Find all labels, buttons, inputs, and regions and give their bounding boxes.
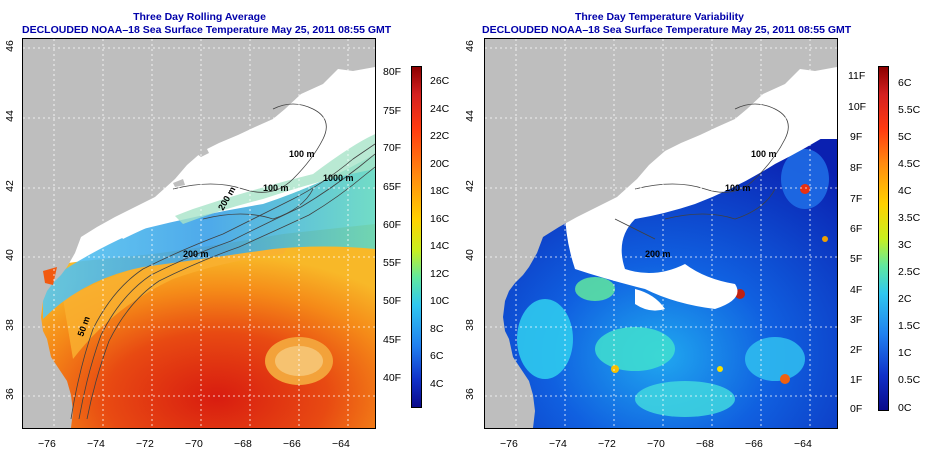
cbar-label-c: 2.5C	[898, 266, 921, 278]
cbar-label-f: 65F	[383, 181, 402, 193]
cbar-label-c: 22C	[430, 130, 450, 142]
cbar-label-c: 3.5C	[898, 212, 921, 224]
cbar-label-c: 1C	[898, 347, 912, 359]
cbar-label-c: 5C	[898, 131, 912, 143]
cbar-label-f: 10F	[848, 101, 867, 113]
x-tick: −68	[234, 438, 252, 450]
panel2-colorbar	[878, 66, 889, 411]
cbar-label-c: 0.5C	[898, 374, 921, 386]
y-tick: 38	[463, 319, 476, 331]
cbar-label-c: 20C	[430, 158, 450, 170]
cbar-label-f: 55F	[383, 257, 402, 269]
cbar-label-f: 40F	[383, 372, 402, 384]
x-tick: −68	[696, 438, 714, 450]
cbar-label-f: 5F	[850, 253, 863, 265]
cbar-label-f: 1F	[850, 374, 863, 386]
y-tick: 44	[463, 110, 476, 122]
cbar-label-f: 2F	[850, 344, 863, 356]
cbar-label-c: 24C	[430, 103, 450, 115]
cbar-label-c: 4C	[430, 378, 444, 390]
panel2-variability-map: 100 m 100 m 200 m	[484, 38, 838, 429]
panel2-subtitle: DECLOUDED NOAA–18 Sea Surface Temperatur…	[482, 24, 852, 36]
y-tick: 44	[3, 110, 16, 122]
cbar-label-f: 8F	[850, 162, 863, 174]
x-tick: −64	[332, 438, 350, 450]
y-tick: 40	[463, 249, 476, 261]
y-tick: 42	[3, 180, 16, 192]
panel1-colorbar	[411, 66, 422, 408]
y-tick: 40	[3, 249, 16, 261]
y-tick: 42	[463, 180, 476, 192]
x-tick: −74	[87, 438, 105, 450]
y-tick: 46	[3, 40, 16, 52]
cbar-label-c: 0C	[898, 402, 912, 414]
cbar-label-f: 3F	[850, 314, 863, 326]
panel1-title: Three Day Rolling Average	[133, 11, 266, 23]
cbar-label-c: 10C	[430, 295, 450, 307]
y-tick: 46	[463, 40, 476, 52]
cbar-label-c: 6C	[430, 350, 444, 362]
cbar-label-f: 9F	[850, 131, 863, 143]
cbar-label-f: 75F	[383, 105, 402, 117]
x-tick: −72	[136, 438, 154, 450]
y-tick: 36	[463, 388, 476, 400]
cbar-label-f: 11F	[848, 70, 866, 82]
cbar-label-c: 4C	[898, 185, 912, 197]
cbar-label-c: 6C	[898, 77, 912, 89]
x-tick: −64	[794, 438, 812, 450]
panel1-subtitle: DECLOUDED NOAA–18 Sea Surface Temperatur…	[22, 24, 392, 36]
cbar-label-f: 80F	[383, 66, 402, 78]
cbar-label-f: 0F	[850, 403, 863, 415]
x-tick: −76	[38, 438, 56, 450]
contour-label: 200 m	[645, 249, 671, 259]
cbar-label-c: 26C	[430, 75, 450, 87]
cbar-label-f: 60F	[383, 219, 402, 231]
x-tick: −66	[283, 438, 301, 450]
cbar-label-f: 7F	[850, 193, 863, 205]
y-tick: 36	[3, 388, 16, 400]
panel2-title: Three Day Temperature Variability	[574, 11, 745, 23]
cbar-label-c: 3C	[898, 239, 912, 251]
cbar-label-c: 16C	[430, 213, 450, 225]
x-tick: −70	[185, 438, 203, 450]
cbar-label-c: 8C	[430, 323, 444, 335]
cbar-label-c: 18C	[430, 185, 450, 197]
cbar-label-f: 6F	[850, 223, 863, 235]
contour-label: 100 m	[289, 149, 315, 159]
cbar-label-f: 70F	[383, 142, 402, 154]
cbar-label-c: 14C	[430, 240, 450, 252]
cbar-label-f: 45F	[383, 334, 402, 346]
contour-label: 100 m	[263, 183, 289, 193]
cbar-label-c: 4.5C	[898, 158, 921, 170]
y-tick: 38	[3, 319, 16, 331]
contour-label: 1000 m	[323, 173, 354, 183]
x-tick: −66	[745, 438, 763, 450]
cbar-label-c: 1.5C	[898, 320, 921, 332]
cbar-label-c: 2C	[898, 293, 912, 305]
cbar-label-f: 4F	[850, 284, 863, 296]
x-tick: −70	[647, 438, 665, 450]
x-tick: −72	[598, 438, 616, 450]
cbar-label-c: 12C	[430, 268, 450, 280]
x-tick: −76	[500, 438, 518, 450]
cbar-label-f: 50F	[383, 295, 402, 307]
contour-label: 200 m	[183, 249, 209, 259]
x-tick: −74	[549, 438, 567, 450]
contour-label: 100 m	[751, 149, 777, 159]
panel1-sst-map: 100 m 100 m 1000 m 200 m 200 m 50 m	[22, 38, 376, 429]
cbar-label-c: 5.5C	[898, 104, 921, 116]
contour-label: 100 m	[725, 183, 751, 193]
